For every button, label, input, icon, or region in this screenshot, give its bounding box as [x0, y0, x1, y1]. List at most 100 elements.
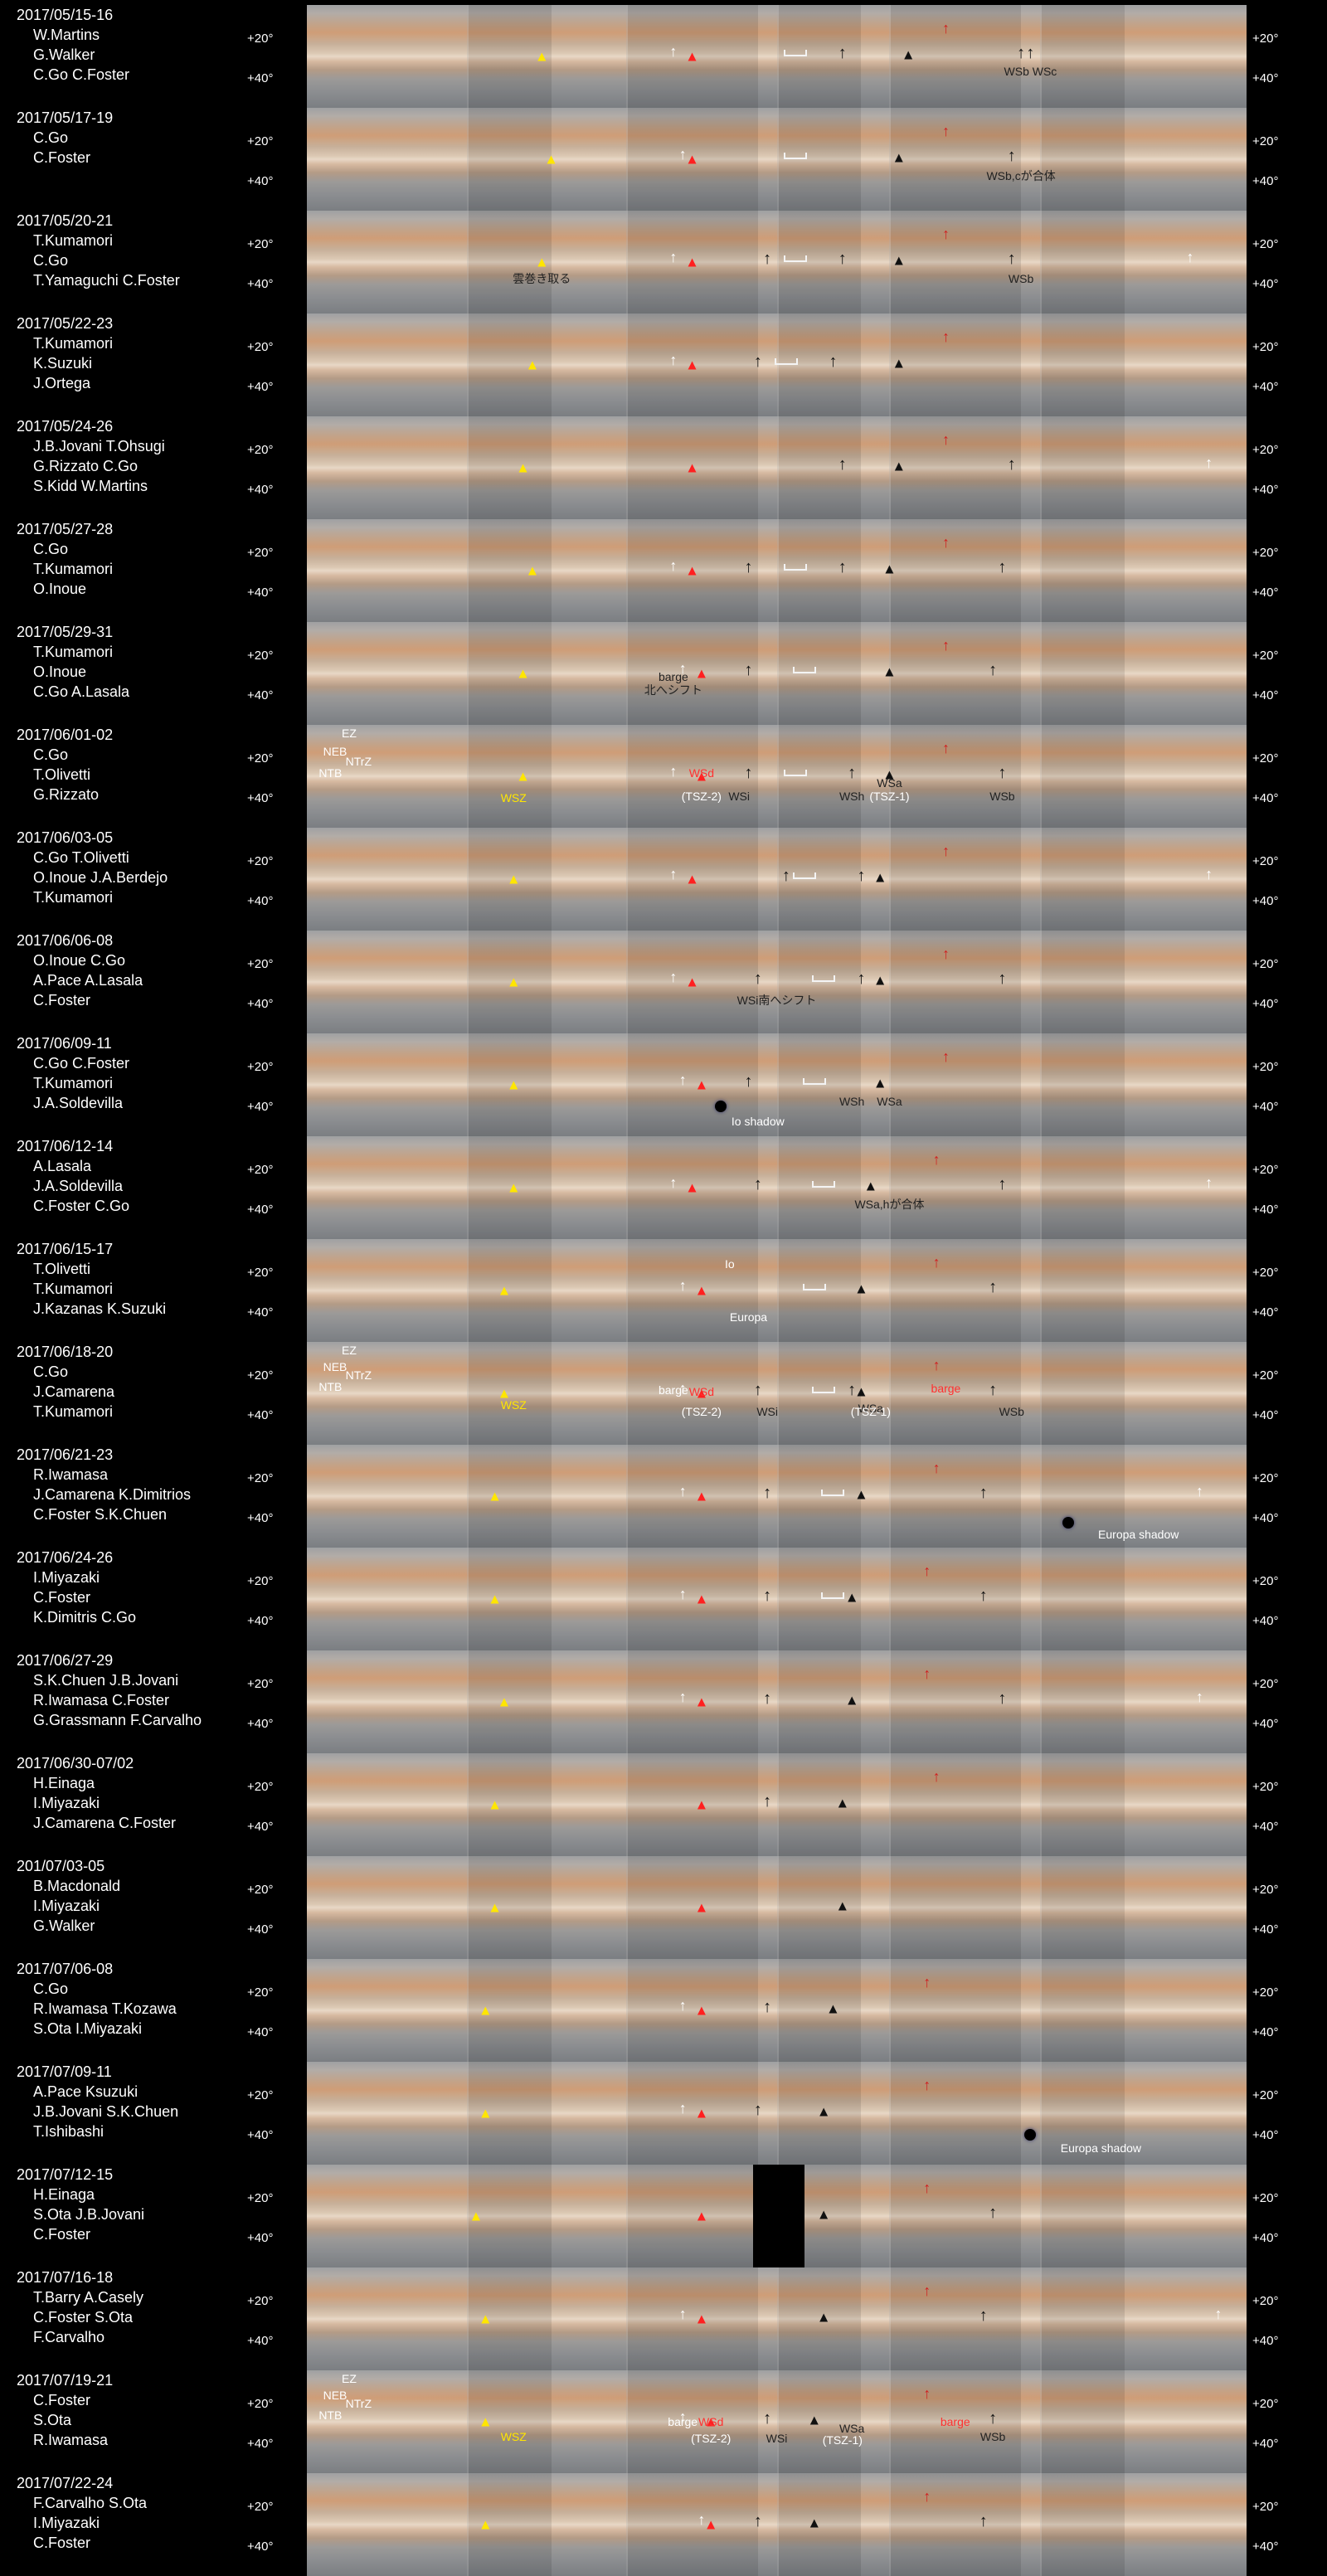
image-seam — [626, 519, 629, 622]
image-tile-shading — [889, 1548, 1022, 1650]
image-tile-shading — [626, 622, 758, 725]
feature-label: Europa — [729, 1310, 768, 1324]
image-tile-shading — [889, 2473, 1022, 2576]
white-arrow-icon: ↑ — [678, 1586, 687, 1602]
observer-names: S.Ota J.B.Jovani — [33, 2206, 145, 2223]
image-seam — [889, 931, 892, 1033]
image-tile-shading — [776, 1239, 862, 1342]
feature-label: barge — [658, 1383, 688, 1397]
latitude-40-label: +40° — [247, 1305, 274, 1320]
image-tile-shading — [776, 108, 862, 211]
image-seam — [626, 1136, 629, 1239]
jupiter-map-strip: ▲ ▲ ▲ ↑ ↑ ↑ ↑ ↑ ↑ 雲巻き取る WSb — [307, 211, 1247, 313]
image-tile-shading — [466, 2267, 552, 2370]
observer-names: O.Inoue J.A.Berdejo — [33, 869, 168, 886]
image-tile-shading — [466, 1753, 552, 1856]
black-arrow-icon: ↑ — [763, 1792, 772, 1810]
image-tile-shading — [889, 2165, 1022, 2267]
observation-row: 2017/05/15-16 W.Martins G.Walker C.Go C.Fos… — [0, 5, 1327, 108]
row-date: 2017/07/09-11 — [17, 2063, 112, 2080]
latitude-40-label: +40° — [247, 380, 274, 394]
feature-label: WSd — [688, 766, 715, 780]
row-caption: 2017/07/09-11 A.Pace Ksuzuki J.B.Jovani S.… — [17, 2062, 242, 2141]
latitude-20-label: +20° — [247, 1677, 274, 1691]
image-seam — [1039, 313, 1042, 416]
image-tile-shading — [776, 2267, 862, 2370]
image-tile-shading — [776, 211, 862, 313]
white-arrow-icon: ↑ — [669, 249, 678, 265]
row-date: 2017/07/12-15 — [17, 2166, 114, 2183]
latitude-20-label: +20° — [1252, 134, 1279, 148]
wsd-marker-icon: ▲ — [694, 2208, 709, 2224]
image-seam — [776, 519, 779, 622]
observer-names: R.Iwamasa — [33, 1466, 109, 1483]
wsd-marker-icon: ▲ — [694, 1385, 709, 1402]
wsd-marker-icon: ▲ — [685, 48, 699, 65]
image-seam — [1039, 1856, 1042, 1959]
observation-row: 2017/05/17-19 C.Go C.Foster +20° +40° +20° +40… — [0, 108, 1327, 211]
latitude-20-label: +20° — [1252, 957, 1279, 971]
latitude-20-label: +20° — [1252, 1060, 1279, 1074]
wsa-marker-icon: ▲ — [807, 2515, 822, 2531]
image-tile-shading — [626, 931, 758, 1033]
image-tile-shading — [1039, 1959, 1125, 2062]
image-tile-shading — [1039, 1239, 1125, 1342]
black-arrow-icon: ↑ — [989, 661, 998, 679]
image-seam — [466, 1136, 469, 1239]
latitude-20-label: +20° — [247, 1574, 274, 1588]
wsz-marker-icon: ▲ — [478, 2105, 493, 2122]
white-arrow-icon: ↑ — [678, 1997, 687, 2014]
feature-label: WSh — [838, 1095, 865, 1108]
red-arrow-icon: ↑ — [941, 843, 950, 859]
feature-label: EZ — [342, 727, 357, 740]
jupiter-map-strip: ▲ ▲ ▲ ↑ ↑ ↑ ↑ — [307, 2267, 1247, 2370]
image-seam — [776, 622, 779, 725]
image-tile-shading — [889, 1033, 1022, 1136]
observer-names: T.Ishibashi — [33, 2123, 105, 2140]
image-seam — [626, 5, 629, 108]
image-tile-shading — [889, 1445, 1022, 1548]
wsa-marker-icon: ▲ — [892, 252, 907, 269]
feature-label: (TSZ-2) — [681, 1405, 722, 1418]
row-caption: 2017/06/24-26 I.Miyazaki C.Foster K.Dimitri… — [17, 1548, 242, 1627]
red-arrow-icon: ↑ — [923, 2077, 931, 2093]
latitude-40-label: +40° — [1252, 1820, 1279, 1834]
image-tile-shading — [776, 1959, 862, 2062]
image-seam — [466, 1033, 469, 1136]
white-arrow-icon: ↑ — [669, 43, 678, 60]
jupiter-map-strip: ▲ ▲ ▲ ↑ ↑ ↑ ↑ ↑ WSi南へシフト — [307, 931, 1247, 1033]
jupiter-map-strip: ▲ ▲ ▲ ↑ ↑ ↑ ↑ ↑ Europa shadow — [307, 1445, 1247, 1548]
observer-names: C.Foster S.Ota — [33, 2309, 134, 2326]
jupiter-map-strip: ▲ ▲ ▲ ↑ ↑ ↑ ↑ — [307, 1548, 1247, 1650]
jupiter-map-strip: ▲ ▲ ▲ — [307, 1856, 1247, 1959]
white-arrow-icon: ↑ — [669, 352, 678, 368]
observer-names: C.Go — [33, 746, 69, 763]
image-seam — [1039, 2473, 1042, 2576]
image-seam — [1039, 725, 1042, 828]
red-arrow-icon: ↑ — [932, 1151, 941, 1168]
feature-label: WSb,cが合体 — [986, 169, 1056, 182]
image-tile-shading — [889, 1136, 1022, 1239]
feature-label: WSa — [877, 776, 902, 790]
feature-label: Io shadow — [731, 1115, 785, 1128]
feature-label: WSa — [838, 2422, 865, 2435]
image-tile-shading — [776, 1548, 862, 1650]
image-tile-shading — [1039, 519, 1125, 622]
latitude-40-label: +40° — [1252, 1922, 1279, 1937]
feature-label: NTB — [318, 1380, 343, 1393]
row-caption: 2017/07/22-24 F.Carvalho S.Ota I.Miyazaki C… — [17, 2473, 242, 2553]
latitude-40-label: +40° — [247, 2437, 274, 2451]
image-tile-shading — [889, 313, 1022, 416]
bracket-marker — [793, 667, 817, 673]
bracket-marker — [784, 153, 808, 159]
image-seam — [776, 1753, 779, 1856]
latitude-20-label: +20° — [1252, 1266, 1279, 1280]
latitude-20-label: +20° — [1252, 1368, 1279, 1383]
image-seam — [626, 1548, 629, 1650]
black-arrow-icon: ↑ — [998, 558, 1007, 576]
wsd-marker-icon: ▲ — [685, 871, 699, 887]
feature-label: (TSZ-1) — [869, 790, 910, 803]
row-caption: 201/07/03-05 B.Macdonald I.Miyazaki G.Walke… — [17, 1856, 242, 1936]
observation-row: 2017/06/21-23 R.Iwamasa J.Camarena K.Dimit… — [0, 1445, 1327, 1548]
image-seam — [626, 2370, 629, 2473]
